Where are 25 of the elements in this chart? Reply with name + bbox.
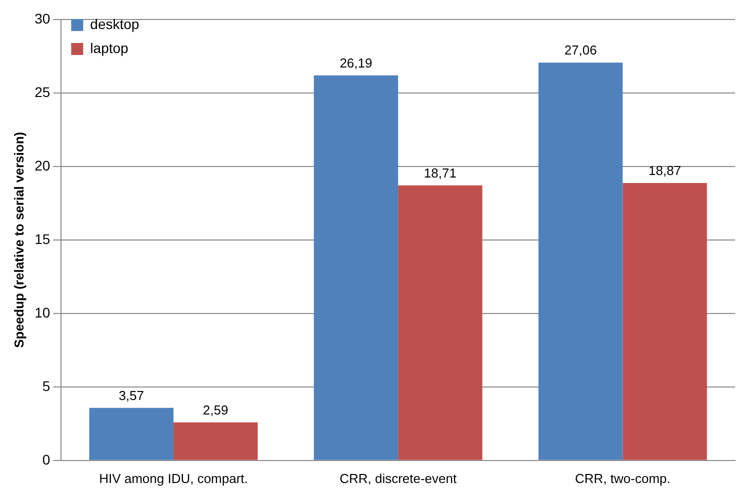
y-tick-label: 30 bbox=[34, 10, 50, 26]
y-tick-label: 15 bbox=[34, 230, 50, 247]
bar bbox=[173, 422, 258, 460]
bar bbox=[538, 62, 623, 460]
y-tick-label: 25 bbox=[34, 84, 50, 100]
x-tick-label: HIV among IDU, compart. bbox=[99, 470, 248, 486]
bar bbox=[398, 185, 482, 460]
x-tick-label: CRR, two-comp. bbox=[575, 470, 670, 486]
bar bbox=[622, 183, 707, 460]
y-tick-label: 0 bbox=[42, 451, 50, 468]
data-label: 18,87 bbox=[648, 163, 682, 178]
data-label: 27,06 bbox=[564, 42, 597, 58]
x-tick-label: CRR, discrete-event bbox=[340, 470, 457, 486]
data-label: 3,57 bbox=[118, 388, 144, 403]
data-label: 26,19 bbox=[340, 55, 372, 70]
data-label: 2,59 bbox=[202, 402, 228, 418]
legend-label: laptop bbox=[90, 40, 129, 56]
bar bbox=[314, 75, 398, 460]
legend-label: desktop bbox=[90, 16, 140, 32]
y-axis-title: Speedup (relative to serial version) bbox=[11, 132, 26, 348]
y-tick-label: 10 bbox=[34, 304, 50, 320]
y-tick-label: 20 bbox=[34, 157, 50, 174]
y-tick-label: 5 bbox=[42, 378, 50, 394]
bar bbox=[89, 408, 174, 460]
data-label: 18,71 bbox=[424, 165, 456, 180]
